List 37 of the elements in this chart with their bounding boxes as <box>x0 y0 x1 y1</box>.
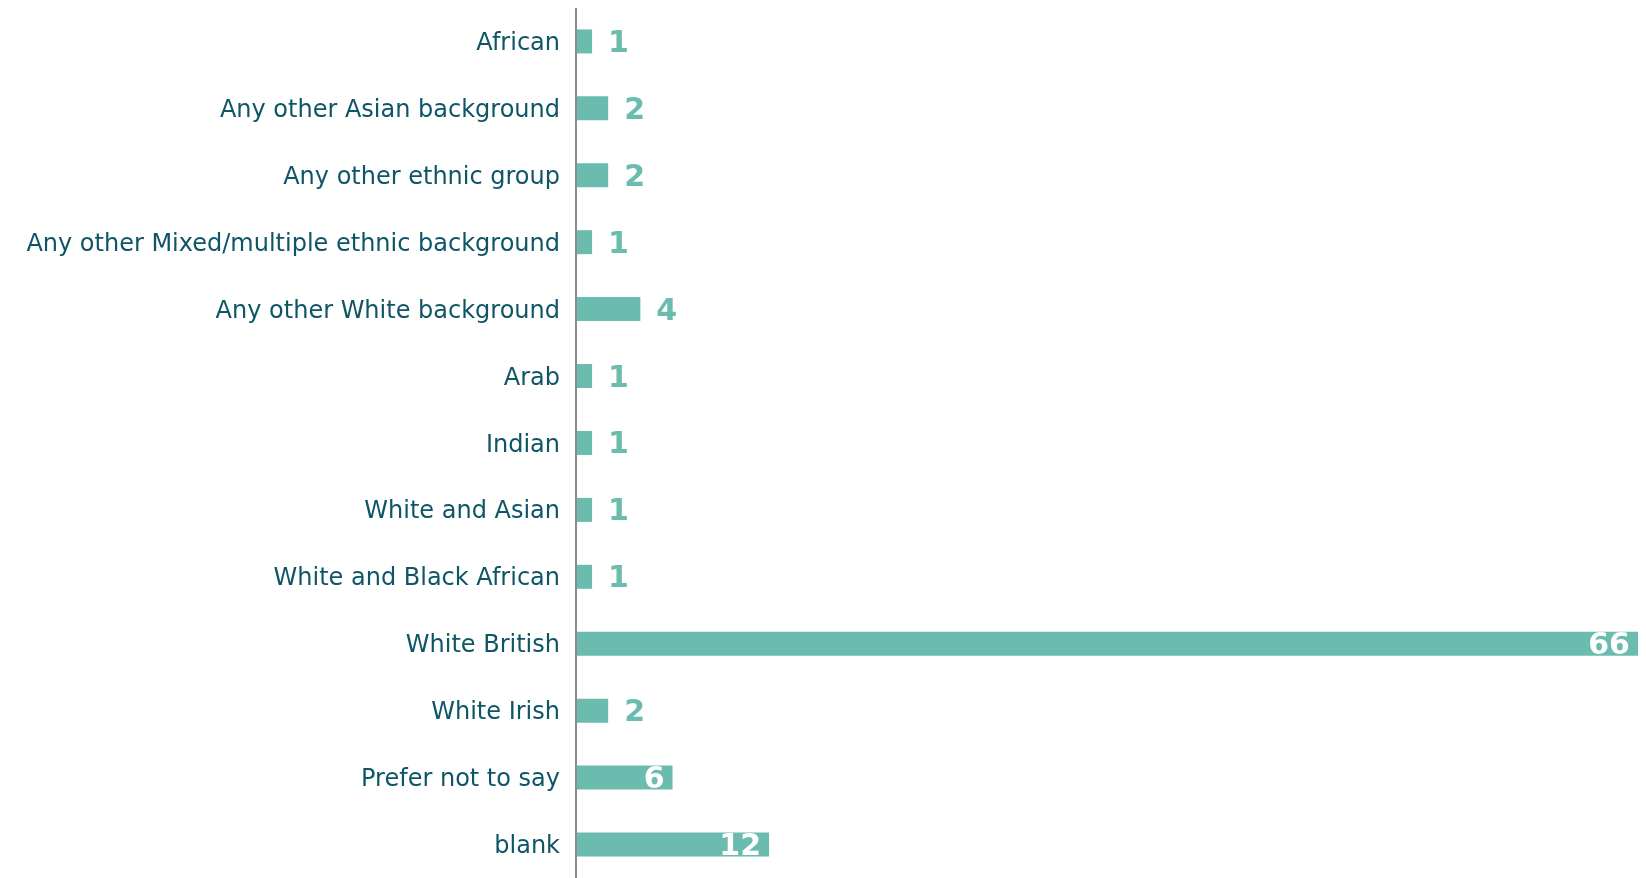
bar <box>576 96 609 121</box>
data-label: 6 <box>643 760 665 796</box>
y-tick-label: White Irish <box>431 697 560 726</box>
bar <box>576 364 593 389</box>
data-label: 1 <box>608 358 629 394</box>
y-tick-label: Prefer not to say <box>361 764 560 793</box>
y-tick-label: White and Asian <box>364 496 560 525</box>
data-label: 4 <box>656 291 678 327</box>
data-label: 2 <box>624 157 646 193</box>
bar <box>576 230 593 255</box>
bar <box>576 297 641 322</box>
y-tick-label: Any other White background <box>215 295 560 324</box>
y-tick-label: blank <box>494 831 561 860</box>
bar <box>576 430 593 455</box>
y-tick-label: White and Black African <box>273 563 560 592</box>
data-label: 1 <box>608 559 629 595</box>
y-tick-label: Any other Mixed/multiple ethnic background <box>26 228 560 257</box>
data-label: 1 <box>608 492 629 528</box>
data-label: 1 <box>608 23 629 59</box>
y-tick-label: White British <box>405 630 560 659</box>
y-tick-label: Any other Asian background <box>219 94 560 123</box>
bar <box>576 29 593 54</box>
bar <box>576 163 609 188</box>
data-label: 66 <box>1588 626 1630 662</box>
bar <box>576 631 1638 656</box>
y-tick-label: Arab <box>503 362 560 391</box>
y-tick-label: African <box>476 27 560 56</box>
bar <box>576 698 609 723</box>
bar <box>576 564 593 589</box>
data-label: 1 <box>608 224 629 260</box>
data-label: 12 <box>719 826 762 862</box>
data-label: 1 <box>608 425 629 461</box>
y-tick-label: Indian <box>485 429 560 458</box>
data-label: 2 <box>624 90 646 126</box>
data-label: 2 <box>624 693 646 729</box>
y-tick-label: Any other ethnic group <box>283 161 560 190</box>
bar <box>576 497 593 522</box>
